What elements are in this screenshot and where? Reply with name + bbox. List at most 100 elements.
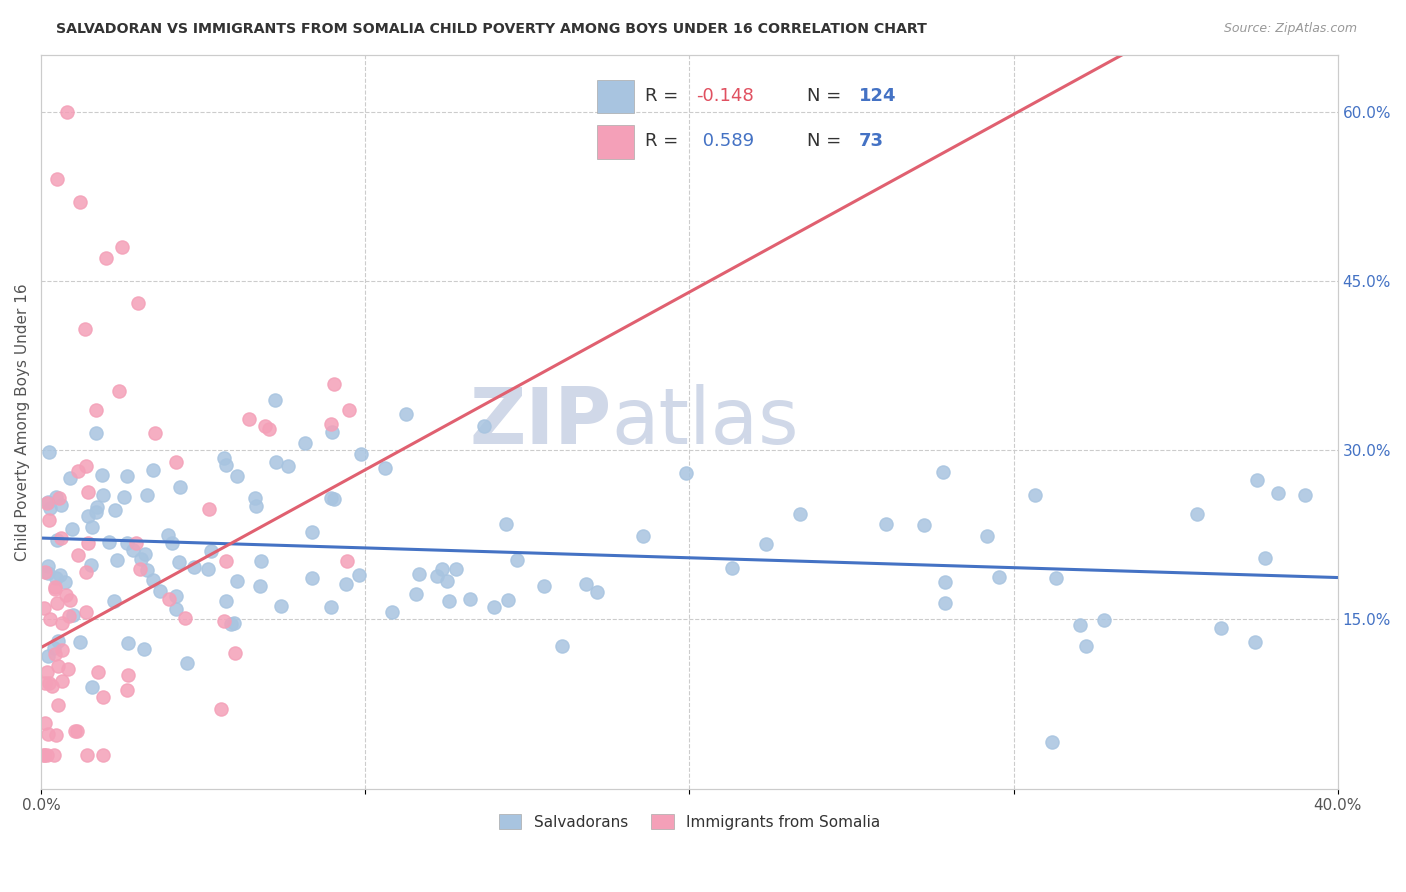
Point bbox=[38, 612, 60, 626]
Point bbox=[34, 566, 56, 580]
Point bbox=[35, 747, 58, 762]
Point bbox=[336, 553, 359, 567]
Point bbox=[53, 574, 76, 589]
Point bbox=[934, 596, 956, 610]
Legend: Salvadorans, Immigrants from Somalia: Salvadorans, Immigrants from Somalia bbox=[492, 807, 886, 836]
Point bbox=[129, 552, 152, 566]
Point bbox=[51, 643, 73, 657]
Point bbox=[38, 445, 60, 459]
Point bbox=[56, 104, 79, 119]
Point bbox=[84, 425, 107, 440]
Point bbox=[1244, 635, 1267, 649]
Point bbox=[41, 680, 63, 694]
Point bbox=[142, 463, 165, 477]
Point bbox=[94, 251, 117, 265]
Point bbox=[143, 425, 166, 440]
Point bbox=[82, 680, 104, 694]
Point bbox=[37, 727, 59, 741]
Point bbox=[277, 458, 299, 473]
Point bbox=[301, 571, 323, 585]
Point bbox=[224, 646, 246, 660]
Point bbox=[132, 642, 155, 657]
Point bbox=[789, 507, 811, 521]
Point bbox=[432, 562, 454, 576]
Point bbox=[115, 469, 138, 483]
Point bbox=[301, 524, 323, 539]
Point bbox=[157, 591, 180, 606]
Point bbox=[45, 571, 67, 585]
Point bbox=[60, 522, 83, 536]
Point bbox=[472, 418, 495, 433]
Point bbox=[75, 566, 97, 580]
Point bbox=[586, 585, 609, 599]
Point bbox=[63, 724, 86, 739]
Point bbox=[1211, 621, 1233, 635]
Point bbox=[439, 594, 461, 608]
Point bbox=[121, 543, 143, 558]
Point bbox=[34, 715, 56, 730]
Point bbox=[46, 658, 69, 673]
Point bbox=[80, 558, 103, 573]
Point bbox=[1069, 618, 1091, 632]
Point bbox=[91, 488, 114, 502]
Point bbox=[44, 580, 66, 594]
Point bbox=[75, 322, 97, 336]
Point bbox=[212, 451, 235, 466]
Point bbox=[1045, 571, 1067, 585]
Point bbox=[215, 554, 238, 568]
Point bbox=[222, 616, 245, 631]
Point bbox=[66, 464, 89, 478]
Point bbox=[169, 555, 191, 569]
Point bbox=[37, 558, 59, 573]
Point bbox=[533, 579, 555, 593]
Text: ZIP: ZIP bbox=[470, 384, 612, 460]
Point bbox=[721, 561, 744, 575]
Point bbox=[1040, 735, 1063, 749]
Point bbox=[506, 553, 529, 567]
Point bbox=[76, 747, 98, 762]
Point bbox=[66, 548, 89, 562]
Point bbox=[1024, 487, 1046, 501]
Point bbox=[62, 608, 84, 623]
Point bbox=[169, 480, 191, 494]
Point bbox=[436, 574, 458, 589]
Point bbox=[37, 566, 59, 580]
Point bbox=[59, 593, 82, 607]
Point bbox=[219, 616, 242, 631]
Point bbox=[69, 194, 91, 209]
Point bbox=[264, 455, 287, 469]
Point bbox=[105, 553, 128, 567]
Y-axis label: Child Poverty Among Boys Under 16: Child Poverty Among Boys Under 16 bbox=[15, 283, 30, 561]
Point bbox=[46, 533, 69, 547]
Point bbox=[215, 458, 238, 472]
Point bbox=[254, 418, 277, 433]
Point bbox=[55, 588, 77, 602]
Point bbox=[44, 582, 66, 596]
Point bbox=[135, 563, 157, 577]
Point bbox=[34, 747, 56, 762]
Point bbox=[183, 559, 205, 574]
Point bbox=[117, 636, 139, 650]
Point bbox=[1246, 473, 1268, 487]
Point bbox=[69, 634, 91, 648]
Point bbox=[1254, 550, 1277, 565]
Text: Source: ZipAtlas.com: Source: ZipAtlas.com bbox=[1223, 22, 1357, 36]
Point bbox=[976, 529, 998, 543]
Point bbox=[875, 516, 897, 531]
Point bbox=[264, 392, 287, 407]
Point bbox=[34, 601, 56, 615]
Point bbox=[91, 747, 114, 762]
Point bbox=[631, 529, 654, 543]
Point bbox=[294, 435, 316, 450]
Point bbox=[45, 490, 67, 504]
Point bbox=[160, 536, 183, 550]
Point bbox=[49, 531, 72, 545]
Point bbox=[77, 485, 100, 500]
Point bbox=[215, 593, 238, 607]
Point bbox=[257, 422, 280, 436]
Point bbox=[46, 172, 69, 186]
Point bbox=[226, 468, 249, 483]
Point bbox=[84, 505, 107, 519]
Point bbox=[1294, 488, 1316, 502]
Point bbox=[349, 568, 371, 582]
